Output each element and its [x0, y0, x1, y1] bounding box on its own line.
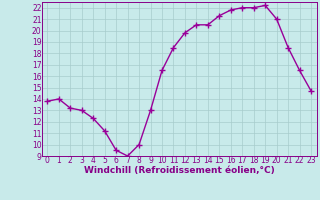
X-axis label: Windchill (Refroidissement éolien,°C): Windchill (Refroidissement éolien,°C) — [84, 166, 275, 175]
